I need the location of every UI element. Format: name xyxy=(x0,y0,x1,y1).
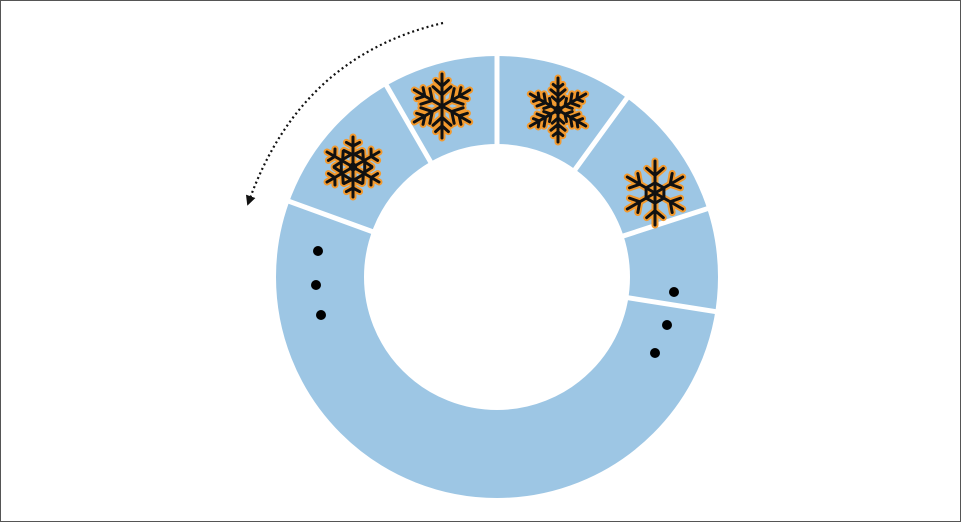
dense-snowflake-icon xyxy=(526,74,590,146)
ellipsis-dot xyxy=(669,287,679,297)
snowflake-hexagon xyxy=(339,151,367,183)
snowflake-hexagon xyxy=(644,181,666,205)
ellipsis-dot xyxy=(662,320,672,330)
segment-divider xyxy=(570,93,632,175)
ellipsis-dots xyxy=(311,246,679,358)
ellipsis-dot xyxy=(311,280,321,290)
segment-divider xyxy=(618,205,712,240)
rotation-arrow xyxy=(245,21,444,206)
ornate-snowflake-icon xyxy=(323,133,383,201)
segment-divider xyxy=(624,294,720,315)
hexagon-snowflake-icon xyxy=(623,157,687,229)
ellipsis-dot xyxy=(313,246,323,256)
snowflake-icons xyxy=(323,70,687,229)
branched-snowflake-icon xyxy=(410,70,474,142)
segment-divider xyxy=(284,197,377,236)
segment-divider xyxy=(382,80,435,167)
segment-dividers xyxy=(284,52,720,315)
ellipsis-dot xyxy=(316,310,326,320)
ellipsis-dot xyxy=(650,348,660,358)
